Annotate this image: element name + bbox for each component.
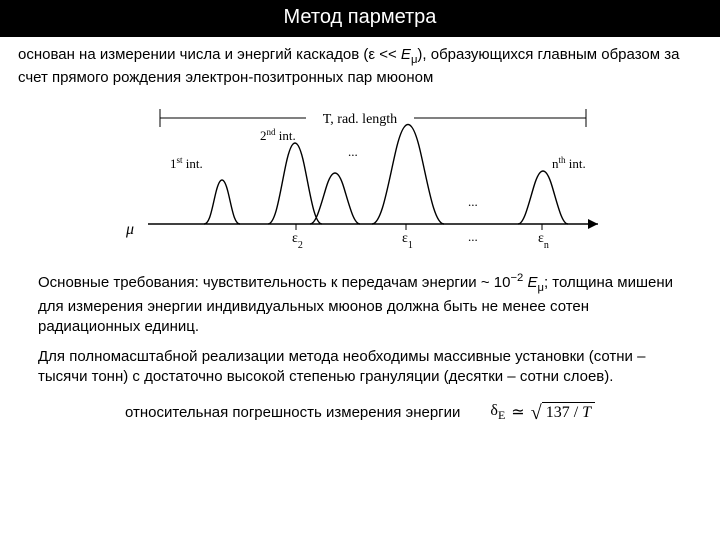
requirements-paragraph: Основные требования: чувствительность к … (38, 271, 682, 337)
svg-text:T, rad. length: T, rad. length (323, 112, 397, 127)
svg-text:...: ... (348, 144, 358, 159)
implementation-paragraph: Для полномасштабной реализации метода не… (38, 347, 682, 388)
cascade-figure: T, rad. length 1st int. 2nd int. nth int...… (18, 96, 702, 261)
approx-symbol: ≃ (511, 402, 524, 422)
svg-text:2nd int.: 2nd int. (260, 127, 296, 143)
formula-label: относительная погрешность измерения энер… (125, 404, 460, 421)
svg-text:nth int.: nth int. (552, 155, 586, 171)
svg-text:...: ... (468, 229, 478, 244)
formula-lhs: δE (490, 402, 505, 423)
content-area: основан на измерении числа и энергий кас… (0, 37, 720, 423)
svg-text:1st int.: 1st int. (170, 155, 203, 171)
radical-icon: √ (531, 403, 542, 423)
svg-text:εn: εn (538, 231, 549, 251)
title-bar: Метод парметра (0, 0, 720, 37)
svg-text:μ: μ (125, 221, 134, 238)
svg-text:ε1: ε1 (402, 231, 413, 251)
svg-text:...: ... (468, 194, 478, 209)
svg-text:ε2: ε2 (292, 231, 303, 251)
page-title: Метод парметра (284, 6, 437, 28)
sqrt-expr: √ 137 / T (531, 402, 595, 422)
intro-text: основан на измерении числа и энергий кас… (18, 45, 702, 88)
error-formula: δE ≃ √ 137 / T (490, 402, 595, 423)
formula-row: относительная погрешность измерения энер… (18, 402, 702, 423)
cascade-svg: T, rad. length 1st int. 2nd int. nth int...… (100, 96, 620, 256)
radicand: 137 / T (542, 402, 595, 422)
